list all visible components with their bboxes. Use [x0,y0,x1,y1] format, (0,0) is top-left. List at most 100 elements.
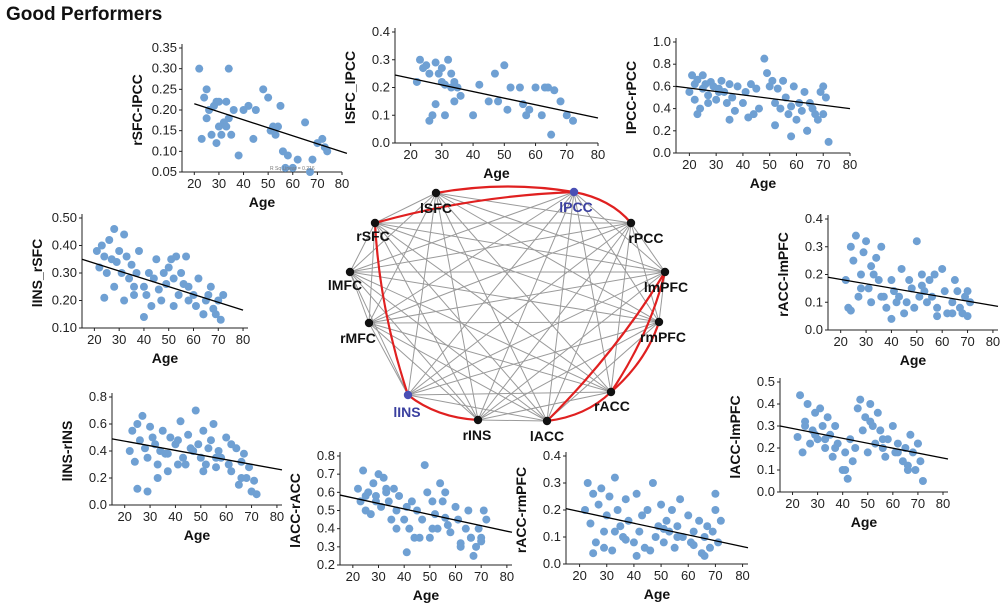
data-point [922,298,931,307]
x-axis-label: Age [413,587,440,603]
data-point [608,546,617,555]
data-point [708,527,717,536]
network-node-rPCC [626,218,636,228]
scatter-lSFC-lPCC: 20 30 40 50 60 70 80 0.0 0.1 0.2 0.3 0.4 Age lSFC_lPC… [342,24,605,181]
x-tick-label: 50 [910,334,924,349]
x-tick-label: 30 [810,496,824,511]
data-point [147,302,156,310]
x-axis-label: Age [851,514,878,530]
y-tick-label: 0.6 [653,78,671,93]
data-point [472,542,481,551]
data-point [733,82,742,91]
y-tick-label: 0.10 [52,320,77,335]
y-tick-label: 0.4 [543,448,561,463]
data-point [423,488,432,497]
data-point [662,516,671,525]
data-point [918,477,927,485]
y-tick-label: 0.2 [543,502,561,517]
data-point [271,130,280,139]
x-tick-label: 40 [236,176,250,191]
data-point [440,111,449,120]
data-point [784,110,793,119]
data-point [475,80,484,89]
data-point [122,252,131,261]
data-point [191,302,200,310]
data-point [887,314,896,323]
data-point [144,269,153,277]
data-point [897,264,906,273]
x-tick-label: 70 [816,157,830,172]
scatter-lACC-rACC: 20 30 40 50 60 70 80 0.2 0.3 0.4 0.5 0.6 0.7 0.8 Age lA… [287,448,514,603]
scatter-rSFC-lPCC: 20 30 40 50 60 70 80 0.05 0.10 0.15 0.20 0.25 0.30 0.… [129,40,349,210]
y-tick-label: 0.2 [372,80,390,95]
data-point [172,252,181,261]
data-point [431,100,440,109]
data-point [562,111,571,120]
x-tick-label: 40 [835,496,849,511]
y-tick-label: 1.0 [653,34,671,49]
y-tick-label: 0.1 [757,462,775,477]
y-tick-label: 0.15 [152,123,177,138]
network-node-label: rmPFC [640,329,686,345]
data-point [115,247,124,255]
data-point [816,404,825,413]
data-point [848,457,857,466]
data-point [184,296,193,305]
data-point [858,426,867,435]
data-point [796,391,805,400]
data-point [366,510,375,519]
data-point [194,440,203,449]
data-point [705,543,714,552]
data-point [159,269,168,277]
scatter-lINS-rSFC: 20 30 40 50 60 70 80 0.10 0.20 0.30 0.40 0.50 Age lIN… [29,210,250,366]
data-point [646,546,655,555]
data-point [867,298,876,307]
data-point [629,538,638,547]
data-point [803,400,812,408]
data-point [813,115,822,124]
network-edge [573,191,612,393]
y-tick-label: 0.4 [653,101,671,116]
y-tick-label: 0.4 [89,443,107,458]
data-point [234,480,243,489]
data-point [407,497,416,506]
data-point [864,284,873,293]
data-point [801,422,810,430]
data-point [911,466,920,474]
data-point [776,104,785,113]
network-edge [407,391,612,396]
data-point [591,538,600,547]
x-tick-label: 80 [936,496,950,511]
data-point [693,75,702,84]
data-point [613,506,622,514]
network-highlighted-edge [546,271,666,422]
network-highlighted-edge [407,394,479,422]
data-point [425,533,434,542]
data-point [621,535,630,544]
network-node-label: rPCC [628,230,663,246]
y-tick-label: 0.0 [653,145,671,160]
data-point [895,292,904,301]
data-point [632,489,641,498]
data-point [227,440,236,449]
data-point [259,85,268,94]
network-node-label: rACC [594,398,630,414]
data-point [903,466,912,474]
data-point [222,433,231,442]
data-point [102,269,111,277]
data-point [841,448,850,457]
data-point [379,473,388,482]
data-point [760,54,769,63]
data-point [100,252,109,261]
x-tick-label: 80 [270,509,284,524]
data-point [474,524,483,533]
network-highlighted-edges [373,185,667,423]
data-point [544,83,553,92]
data-point [819,82,828,91]
y-tick-label: 0.8 [317,448,335,463]
network-edge [368,222,376,324]
data-point [589,549,598,558]
network-node-rINS [473,415,483,425]
x-axis-label: Age [483,165,510,181]
